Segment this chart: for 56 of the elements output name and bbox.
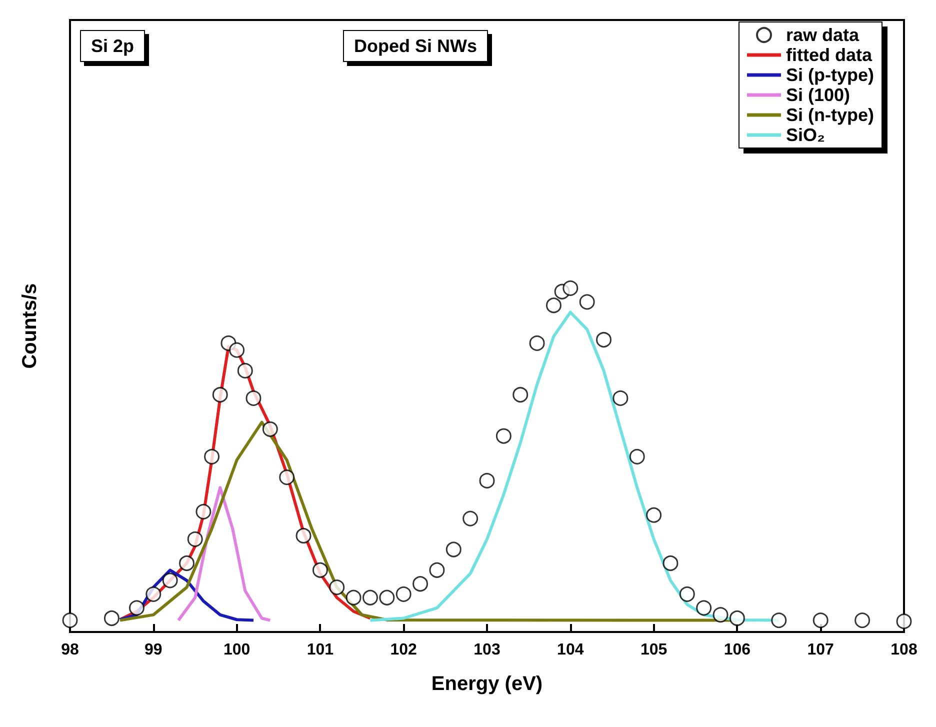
- point: [146, 586, 162, 602]
- x-tick-label: 99: [144, 642, 162, 658]
- point: [329, 580, 345, 596]
- point: [512, 387, 528, 403]
- point: [229, 342, 245, 358]
- x-tick-label: 108: [890, 642, 918, 658]
- point: [212, 387, 228, 403]
- x-tick-label: 106: [724, 642, 751, 658]
- point: [162, 572, 178, 588]
- point: [562, 280, 578, 296]
- point: [362, 590, 378, 606]
- point: [596, 332, 612, 348]
- point: [128, 600, 144, 616]
- legend-label: Si (100): [786, 85, 850, 105]
- text: Doped Si NWs: [354, 36, 478, 56]
- x-tick-label: 98: [61, 642, 79, 658]
- x-tick-label: 102: [390, 642, 418, 658]
- point: [446, 542, 462, 558]
- point: [179, 555, 195, 571]
- x-tick-label: 107: [807, 642, 834, 658]
- point: [729, 610, 745, 626]
- point: [246, 390, 262, 406]
- legend-label: raw data: [786, 25, 860, 45]
- point: [62, 612, 78, 628]
- point: [896, 614, 912, 630]
- x-axis-title: Energy (eV): [431, 673, 543, 695]
- x-tick-label: 100: [223, 642, 250, 658]
- point: [696, 600, 712, 616]
- x-tick-label: 103: [474, 642, 500, 658]
- point: [379, 590, 395, 606]
- legend-label: fitted data: [786, 45, 873, 65]
- point: [262, 421, 278, 437]
- point: [312, 562, 328, 578]
- legend-label: SiO₂: [786, 125, 826, 145]
- point: [346, 590, 362, 606]
- x-tick-label: 104: [557, 642, 584, 658]
- point: [296, 528, 312, 544]
- point: [204, 448, 220, 464]
- point: [712, 607, 728, 623]
- point: [546, 298, 562, 314]
- point: [812, 612, 828, 628]
- x-tick-label: 105: [640, 642, 668, 658]
- point: [662, 555, 678, 571]
- x-tick-label: 101: [306, 642, 334, 658]
- legend-label: Si (p-type): [786, 65, 874, 85]
- text: Si 2p: [91, 36, 134, 56]
- point: [196, 504, 212, 520]
- point: [679, 586, 695, 602]
- point: [237, 362, 253, 378]
- point: [279, 470, 295, 486]
- point: [771, 612, 787, 628]
- y-axis-title: Counts/s: [19, 283, 41, 369]
- legend-label: Si (n-type): [786, 105, 874, 125]
- point: [104, 610, 120, 626]
- point: [187, 531, 203, 547]
- point: [412, 576, 428, 592]
